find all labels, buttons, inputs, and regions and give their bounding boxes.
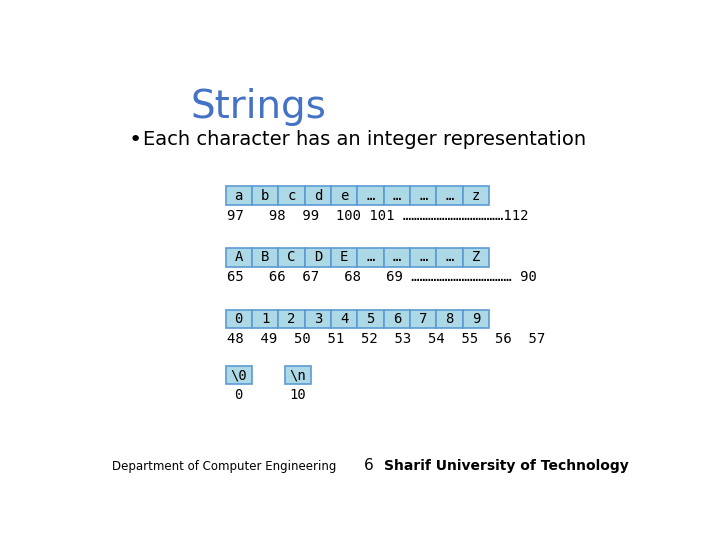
Text: …: … <box>446 251 454 264</box>
Bar <box>252 309 279 328</box>
Bar <box>305 186 331 205</box>
Text: •: • <box>129 130 142 150</box>
Text: Sharif University of Technology: Sharif University of Technology <box>384 459 629 473</box>
Bar <box>305 309 331 328</box>
Bar <box>279 248 305 267</box>
Bar <box>436 186 463 205</box>
Text: 97   98  99  100 101 ………………………………112: 97 98 99 100 101 ………………………………112 <box>228 209 528 223</box>
Bar <box>279 309 305 328</box>
Text: C: C <box>287 251 296 264</box>
Bar <box>463 248 489 267</box>
Bar <box>410 309 436 328</box>
Bar <box>436 248 463 267</box>
Text: 6: 6 <box>364 458 374 473</box>
Text: 4: 4 <box>340 312 348 326</box>
Text: …: … <box>419 188 428 202</box>
Text: A: A <box>235 251 243 264</box>
Text: Each character has an integer representation: Each character has an integer representa… <box>143 130 586 149</box>
Bar <box>384 248 410 267</box>
Text: …: … <box>446 188 454 202</box>
Bar <box>284 366 311 384</box>
Text: 8: 8 <box>446 312 454 326</box>
Bar <box>463 309 489 328</box>
Text: …: … <box>419 251 428 264</box>
Bar <box>225 366 252 384</box>
Text: D: D <box>314 251 322 264</box>
Text: …: … <box>366 188 374 202</box>
Text: \0: \0 <box>230 368 247 382</box>
Text: a: a <box>235 188 243 202</box>
Text: Strings: Strings <box>191 88 327 126</box>
Bar <box>225 309 252 328</box>
Text: B: B <box>261 251 269 264</box>
Text: 7: 7 <box>419 312 428 326</box>
Text: 3: 3 <box>314 312 322 326</box>
Text: 10: 10 <box>289 388 306 402</box>
Text: e: e <box>340 188 348 202</box>
Text: E: E <box>340 251 348 264</box>
Bar <box>331 186 357 205</box>
Text: …: … <box>392 188 401 202</box>
Bar <box>331 248 357 267</box>
Bar <box>252 248 279 267</box>
Bar <box>225 248 252 267</box>
Bar <box>252 186 279 205</box>
Text: Department of Computer Engineering: Department of Computer Engineering <box>112 460 336 473</box>
Bar <box>357 186 384 205</box>
Text: Z: Z <box>472 251 480 264</box>
Bar <box>384 186 410 205</box>
Text: 5: 5 <box>366 312 374 326</box>
Text: …: … <box>366 251 374 264</box>
Bar <box>279 186 305 205</box>
Text: 2: 2 <box>287 312 296 326</box>
Bar <box>410 248 436 267</box>
Text: 0: 0 <box>235 312 243 326</box>
Text: z: z <box>472 188 480 202</box>
Text: …: … <box>392 251 401 264</box>
Bar <box>357 248 384 267</box>
Text: 65   66  67   68   69 ……………………………… 90: 65 66 67 68 69 ……………………………… 90 <box>228 271 537 285</box>
Bar <box>357 309 384 328</box>
Text: 0: 0 <box>235 388 243 402</box>
Bar <box>410 186 436 205</box>
Bar <box>225 186 252 205</box>
Bar <box>436 309 463 328</box>
Text: \n: \n <box>289 368 306 382</box>
Text: c: c <box>287 188 296 202</box>
Text: d: d <box>314 188 322 202</box>
Text: 48  49  50  51  52  53  54  55  56  57: 48 49 50 51 52 53 54 55 56 57 <box>228 332 546 346</box>
Text: b: b <box>261 188 269 202</box>
Text: 1: 1 <box>261 312 269 326</box>
Bar <box>463 186 489 205</box>
Text: 9: 9 <box>472 312 480 326</box>
Bar <box>305 248 331 267</box>
Bar <box>331 309 357 328</box>
Text: 6: 6 <box>392 312 401 326</box>
Bar <box>384 309 410 328</box>
